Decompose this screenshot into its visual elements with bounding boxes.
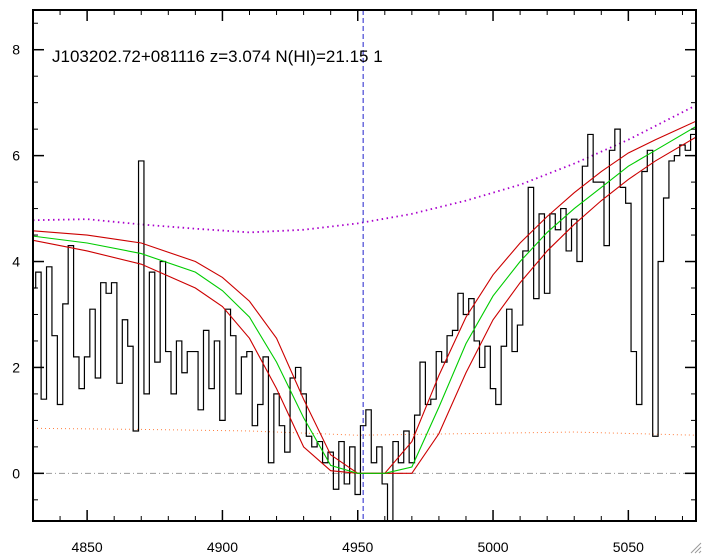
y-tick-label: 6	[12, 148, 20, 164]
y-tick-label: 0	[12, 465, 20, 481]
y-tick-label: 4	[12, 254, 20, 270]
x-tick-label: 5000	[477, 539, 508, 555]
x-tick-label: 5050	[613, 539, 644, 555]
error-series-line	[33, 427, 696, 436]
x-tick-label: 4850	[72, 539, 103, 555]
model-lower-bound-line	[33, 136, 696, 474]
flux-series-line	[33, 128, 696, 521]
x-tick-label: 4950	[342, 539, 373, 555]
continuum-series-line	[33, 104, 696, 234]
chart-title: J103202.72+081116 z=3.074 N(HI)=21.15 1	[52, 47, 383, 66]
plot-frame	[32, 9, 697, 522]
tick-labels: 4850 4900 4950 5000 5050 0 2 4 6 8	[12, 42, 644, 555]
y-tick-label: 8	[12, 42, 20, 58]
y-tick-label: 2	[12, 359, 20, 375]
model-best-fit-line	[33, 126, 696, 474]
resize-grip-icon[interactable]	[690, 542, 702, 554]
model-upper-bound-line	[33, 120, 696, 474]
x-tick-label: 4900	[207, 539, 238, 555]
